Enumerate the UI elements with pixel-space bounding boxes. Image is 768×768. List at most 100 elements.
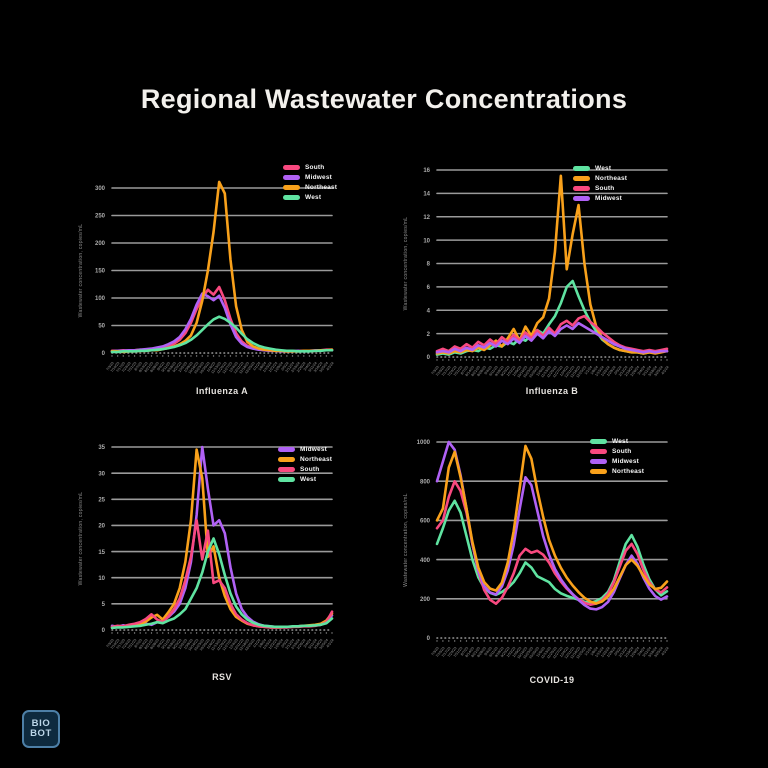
svg-text:8/21/23: 8/21/23 [471, 646, 482, 658]
legend-item-midwest[interactable]: Midwest [590, 458, 644, 465]
svg-text:2/26/24: 2/26/24 [296, 361, 307, 373]
legend-item-midwest[interactable]: Midwest [283, 174, 337, 181]
svg-text:10/23/23: 10/23/23 [193, 638, 205, 651]
legend-swatch-west [283, 195, 300, 200]
svg-text:12/4/23: 12/4/23 [228, 638, 239, 650]
legend-item-northeast[interactable]: Northeast [573, 175, 627, 182]
svg-text:8/21/23: 8/21/23 [144, 361, 155, 373]
svg-text:2: 2 [427, 332, 431, 338]
rsv-plot[interactable]: 0 5 10 15 20 25 30 35 Wastewater concentration, … [70, 420, 380, 690]
svg-text:7/10/23: 7/10/23 [435, 365, 446, 377]
svg-text:12/11/23: 12/11/23 [564, 646, 576, 659]
svg-text:2/26/24: 2/26/24 [630, 365, 641, 377]
legend-item-west[interactable]: West [283, 194, 337, 201]
legend-item-west[interactable]: West [573, 165, 627, 172]
svg-text:10/2/23: 10/2/23 [506, 365, 517, 377]
svg-text:12/25/23: 12/25/23 [575, 646, 587, 659]
svg-text:7/17/23: 7/17/23 [116, 361, 127, 373]
influenza-a-plot[interactable]: 0 50 100 150 200 250 300 Wastewater concentrati… [70, 150, 380, 405]
chart-subtitle-influenza-a: Influenza A [195, 386, 249, 396]
svg-text:1/15/24: 1/15/24 [594, 646, 605, 658]
legend-item-northeast[interactable]: Northeast [590, 468, 644, 475]
svg-text:Wastewater concentration, copi: Wastewater concentration, copies/mL [403, 493, 409, 587]
legend-item-west[interactable]: West [590, 438, 644, 445]
legend-swatch-midwest [573, 196, 590, 201]
legend-item-midwest[interactable]: Midwest [278, 446, 332, 453]
legend-label: West [595, 165, 612, 172]
svg-text:100: 100 [95, 296, 106, 302]
legend-item-south[interactable]: South [278, 466, 332, 473]
svg-text:7/17/23: 7/17/23 [441, 646, 452, 658]
svg-text:7/24/23: 7/24/23 [447, 365, 458, 377]
legend-item-south[interactable]: South [573, 185, 627, 192]
svg-text:3/11/24: 3/11/24 [307, 638, 317, 650]
svg-text:10/16/23: 10/16/23 [516, 646, 528, 659]
svg-text:1/29/24: 1/29/24 [273, 361, 284, 373]
svg-text:11/20/23: 11/20/23 [216, 638, 228, 651]
legend-item-south[interactable]: South [283, 164, 337, 171]
influenza-a-legend: South Midwest Northeast West [283, 164, 337, 201]
legend-label: West [300, 476, 317, 483]
svg-text:8/14/23: 8/14/23 [465, 365, 476, 377]
legend-swatch-south [573, 186, 590, 191]
covid-19-plot[interactable]: 0 200 400 600 800 1000 Wastewater concentratio… [395, 418, 705, 693]
svg-text:7/24/23: 7/24/23 [447, 646, 458, 658]
svg-text:3/18/24: 3/18/24 [313, 361, 324, 373]
legend-swatch-northeast [573, 176, 590, 181]
svg-text:9/11/23: 9/11/23 [488, 365, 498, 377]
svg-text:10/2/23: 10/2/23 [178, 638, 189, 650]
svg-text:8/7/23: 8/7/23 [134, 361, 143, 371]
svg-text:11/27/23: 11/27/23 [222, 361, 234, 374]
svg-text:3/11/24: 3/11/24 [307, 361, 317, 373]
chart-panel-influenza-b: 0 2 4 6 8 10 12 14 16 Wastewater concentration, c… [395, 145, 705, 405]
legend-item-northeast[interactable]: Northeast [278, 456, 332, 463]
svg-text:2/26/24: 2/26/24 [296, 638, 307, 650]
svg-text:Wastewater concentration, copi: Wastewater concentration, copies/mL [78, 492, 84, 586]
influenza-b-legend: West Northeast South Midwest [573, 165, 627, 202]
svg-text:11/27/23: 11/27/23 [552, 646, 564, 659]
svg-text:30: 30 [98, 471, 105, 477]
svg-text:1/1/24: 1/1/24 [252, 361, 261, 371]
chart-panel-covid-19: 0 200 400 600 800 1000 Wastewater concentratio… [395, 418, 705, 693]
svg-text:300: 300 [95, 186, 106, 192]
svg-text:7/3/23: 7/3/23 [105, 361, 114, 371]
svg-text:3/18/24: 3/18/24 [647, 365, 658, 377]
legend-item-south[interactable]: South [590, 448, 644, 455]
legend-item-northeast[interactable]: Northeast [283, 184, 337, 191]
svg-text:11/6/23: 11/6/23 [536, 365, 546, 377]
svg-text:10/16/23: 10/16/23 [516, 365, 528, 378]
svg-text:3/4/24: 3/4/24 [637, 646, 646, 656]
svg-text:3/18/24: 3/18/24 [313, 638, 324, 650]
legend-item-west[interactable]: West [278, 476, 332, 483]
svg-text:9/25/23: 9/25/23 [172, 361, 183, 373]
svg-text:3/4/24: 3/4/24 [303, 361, 312, 371]
svg-text:3/18/24: 3/18/24 [647, 646, 658, 658]
svg-text:Wastewater concentration, copi: Wastewater concentration, copies/mL [403, 217, 409, 311]
svg-text:2/19/24: 2/19/24 [624, 365, 635, 377]
legend-label: South [595, 185, 615, 192]
svg-text:9/4/23: 9/4/23 [484, 646, 493, 656]
svg-text:11/20/23: 11/20/23 [546, 365, 558, 378]
svg-text:7/24/23: 7/24/23 [121, 638, 132, 650]
svg-text:9/18/23: 9/18/23 [494, 365, 505, 377]
svg-text:9/4/23: 9/4/23 [156, 638, 165, 648]
legend-label: Midwest [595, 195, 623, 202]
svg-text:11/13/23: 11/13/23 [210, 638, 222, 651]
svg-text:8/7/23: 8/7/23 [134, 638, 143, 648]
svg-text:8/28/23: 8/28/23 [149, 361, 160, 373]
svg-text:11/13/23: 11/13/23 [540, 365, 552, 378]
influenza-b-plot[interactable]: 0 2 4 6 8 10 12 14 16 Wastewater concentration, c… [395, 145, 705, 405]
svg-text:4/1/24: 4/1/24 [660, 646, 669, 656]
legend-swatch-northeast [590, 469, 607, 474]
svg-text:3/25/24: 3/25/24 [653, 365, 664, 377]
svg-text:1/29/24: 1/29/24 [273, 638, 284, 650]
legend-label: Northeast [612, 468, 645, 475]
legend-item-midwest[interactable]: Midwest [573, 195, 627, 202]
svg-text:14: 14 [423, 192, 430, 198]
legend-label: Midwest [612, 458, 640, 465]
legend-swatch-south [590, 449, 607, 454]
svg-text:250: 250 [95, 214, 106, 220]
svg-text:3/11/24: 3/11/24 [642, 646, 652, 658]
svg-text:600: 600 [420, 519, 431, 525]
svg-text:8/21/23: 8/21/23 [144, 638, 155, 650]
